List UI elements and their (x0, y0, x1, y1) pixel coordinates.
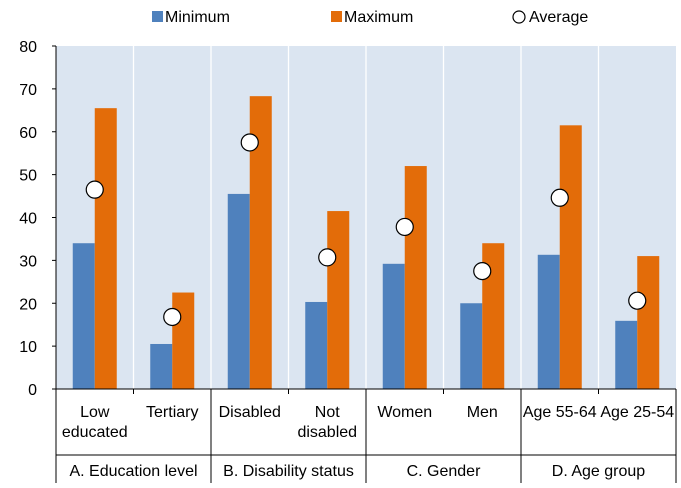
average-marker (395, 217, 414, 237)
average-marker (318, 248, 337, 267)
x-group-label: C. Gender (407, 463, 481, 480)
bar-maximum (249, 96, 272, 389)
x-category-label: Tertiary (146, 404, 198, 421)
bar-minimum (150, 343, 173, 389)
x-group-label: A. Education level (69, 463, 197, 480)
y-tick-label: 40 (19, 211, 37, 228)
bar-maximum (559, 125, 582, 389)
legend-swatch-minimum (152, 11, 163, 22)
legend-swatch-average (512, 10, 526, 24)
legend-label-minimum: Minimum (165, 9, 230, 26)
x-category-label: disabled (297, 424, 357, 441)
bar-minimum (227, 193, 250, 389)
y-tick-label: 50 (19, 168, 37, 185)
bar-maximum (94, 108, 117, 389)
x-category-label: Men (467, 404, 498, 421)
y-tick-label: 30 (19, 253, 37, 270)
x-category-label: Age 55-64 (523, 404, 597, 421)
legend-label-maximum: Maximum (344, 9, 413, 26)
average-marker (473, 261, 492, 281)
x-category-label: educated (62, 424, 128, 441)
y-tick-label: 60 (19, 125, 37, 142)
x-category-label: Age 25-54 (600, 404, 674, 421)
average-marker (163, 307, 182, 327)
x-category-label: Women (377, 404, 432, 421)
average-marker (628, 291, 647, 310)
bar-maximum (404, 166, 427, 389)
x-category-label: Not (315, 404, 340, 421)
bar-maximum (172, 292, 195, 389)
legend-swatch-maximum (331, 11, 342, 22)
x-category-label: Disabled (219, 404, 281, 421)
y-tick-label: 0 (28, 382, 37, 399)
bar-maximum (327, 211, 350, 389)
bar-maximum (482, 243, 505, 389)
y-tick-label: 20 (19, 296, 37, 313)
legend-label-average: Average (529, 9, 588, 26)
y-tick-label: 80 (19, 39, 37, 56)
x-group-label: B. Disability status (223, 463, 354, 480)
average-marker (240, 133, 259, 152)
bar-minimum (460, 303, 483, 389)
average-marker (85, 180, 104, 199)
average-marker (550, 188, 569, 207)
x-category-label: Low (80, 404, 110, 421)
bar-minimum (537, 254, 560, 389)
y-tick-label: 70 (19, 82, 37, 99)
x-group-label: D. Age group (552, 463, 646, 480)
bar-minimum (615, 320, 638, 389)
bar-minimum (382, 263, 405, 389)
bar-maximum (637, 256, 660, 389)
bar-minimum (72, 243, 95, 389)
y-tick-label: 10 (19, 339, 37, 356)
bar-minimum (305, 301, 328, 389)
